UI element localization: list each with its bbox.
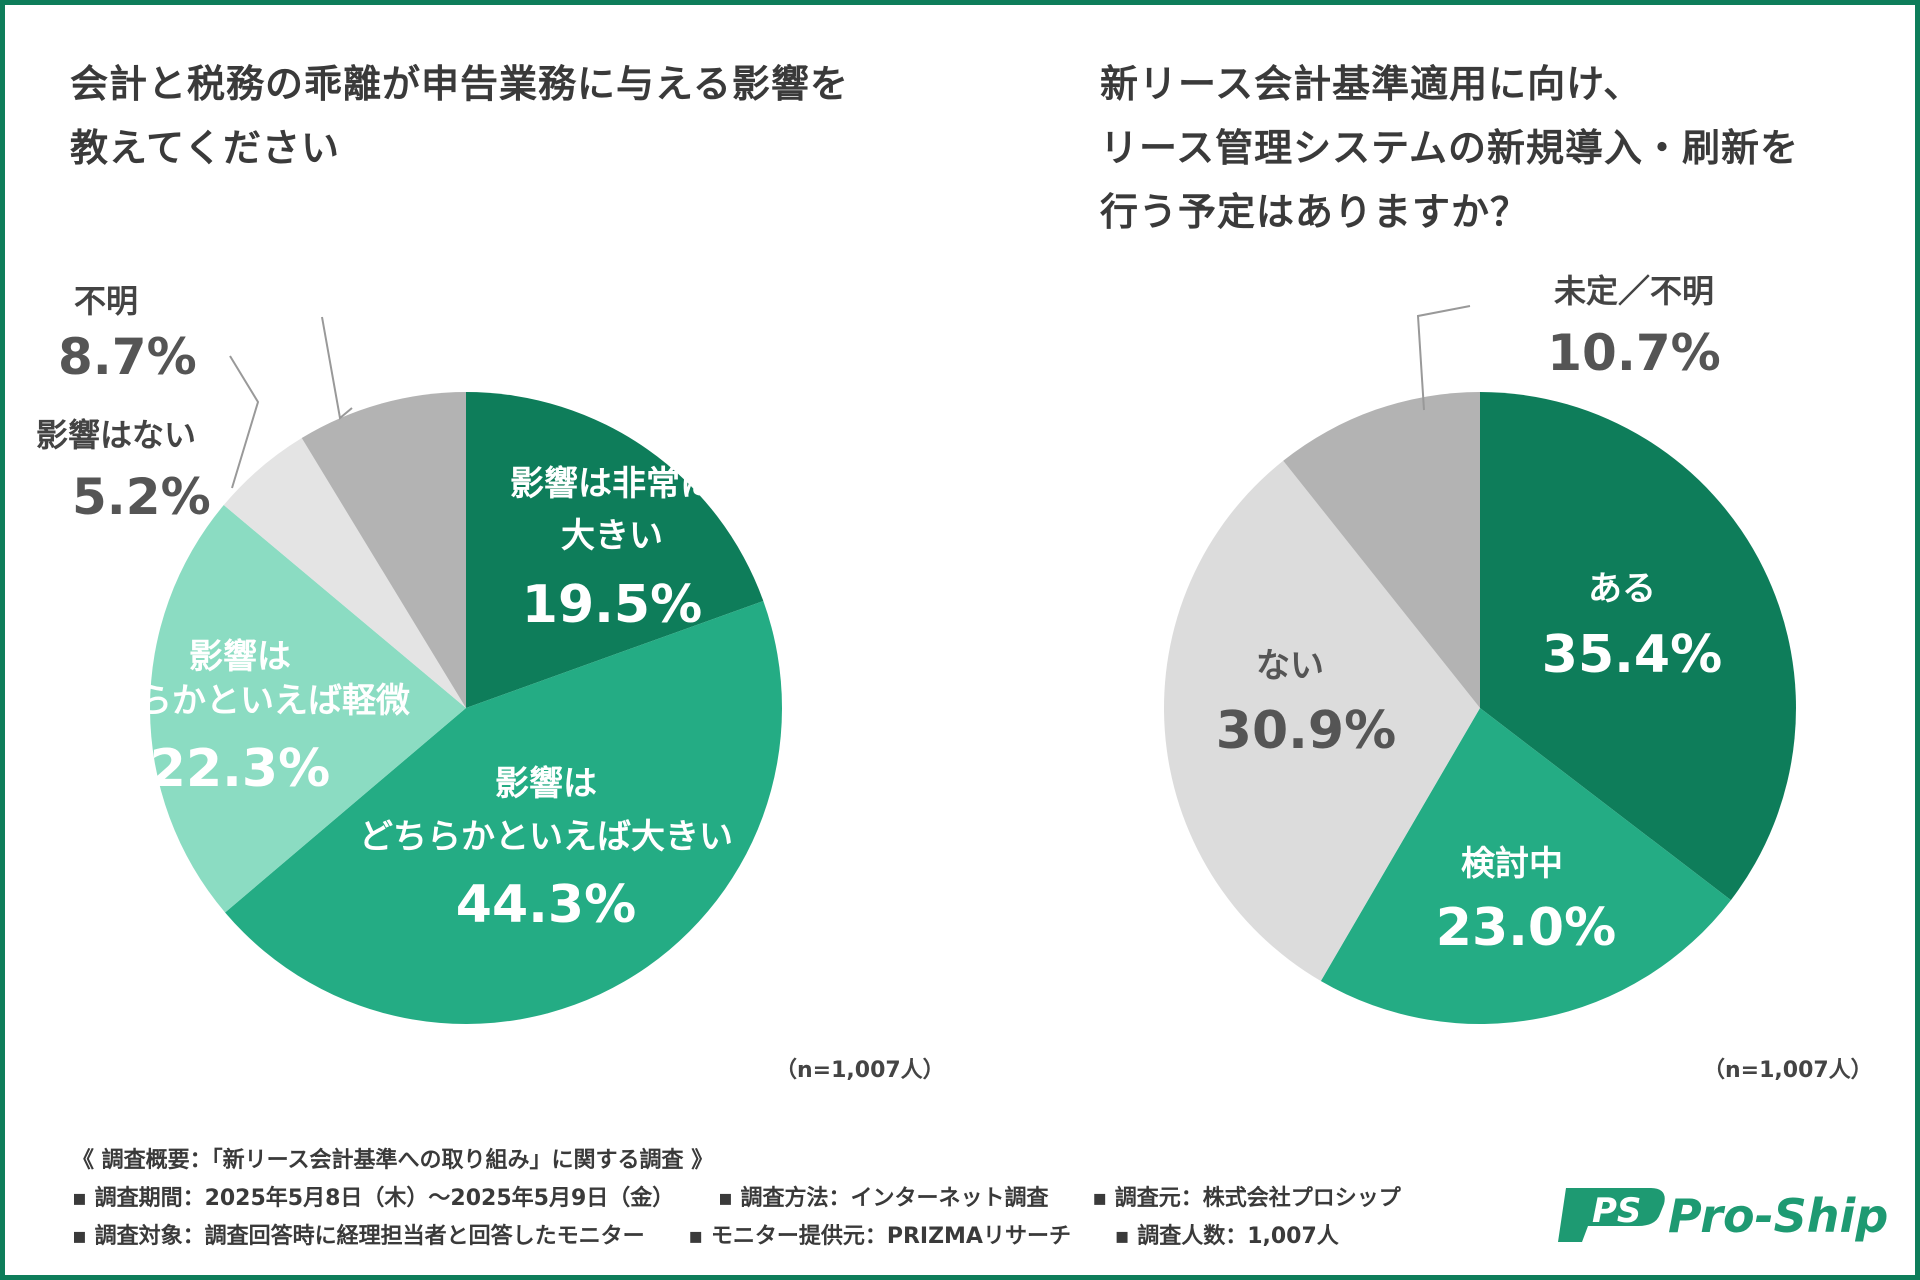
slice-label-somewhat-large: 影響は どちらかといえば大きい 44.3%: [359, 764, 733, 935]
slice-label-somewhat-minor: 影響は どちらかといえば軽微 22.3%: [70, 637, 410, 799]
left-chart-title: 会計と税務の乖離が申告業務に与える影響を 教えてください: [70, 52, 930, 180]
left-pie-slice-3: [150, 505, 466, 913]
slice-value-label: 23.0%: [1436, 898, 1616, 958]
right-pie-slice-1: [1480, 392, 1796, 901]
survey-target: ▪ 調査対象：調査回答時に経理担当者と回答したモニター: [72, 1224, 645, 1249]
slice-name: ない: [1256, 646, 1324, 686]
slice-name: 影響は: [495, 764, 597, 804]
survey-count: ▪ 調査人数：1,007人: [1114, 1224, 1339, 1249]
slice-value-label: 10.7%: [1547, 324, 1720, 382]
slice-label-yes: ある 35.4%: [1542, 569, 1722, 685]
left-title-line: 会計と税務の乖離が申告業務に与える影響を: [70, 62, 849, 106]
right-pie-slice-4: [1283, 392, 1480, 708]
left-sample-size: （n=1,007人）: [775, 1058, 945, 1083]
leader-line-unknown: [321, 316, 353, 420]
survey-summary-row: ▪ 調査対象：調査回答時に経理担当者と回答したモニター ▪ モニター提供元：PR…: [72, 1218, 1437, 1256]
slice-name: ある: [1588, 569, 1656, 609]
left-pie-slice-2: [225, 600, 782, 1024]
right-title-line: 行う予定はありますか？: [1100, 190, 1530, 234]
survey-summary: 《 調査概要：「新リース会計基準への取り組み」に関する調査 》 ▪ 調査期間：2…: [72, 1142, 1437, 1256]
logo-mark-shape: [1558, 1188, 1665, 1242]
survey-summary-row: ▪ 調査期間：2025年5月8日（木）〜2025年5月9日（金） ▪ 調査方法：…: [72, 1180, 1437, 1218]
survey-source: ▪ 調査元：株式会社プロシップ: [1092, 1186, 1401, 1211]
slice-value-label: 19.5%: [522, 575, 702, 635]
slice-name: 影響は非常に: [510, 464, 714, 504]
right-title-line: リース管理システムの新規導入・刷新を: [1100, 126, 1799, 170]
logo-mark-text: PS: [1592, 1191, 1641, 1231]
left-pie-chart: [150, 392, 782, 1024]
monitor-provider: ▪ モニター提供元：PRIZMAリサーチ: [688, 1224, 1071, 1249]
slice-name: 検討中: [1461, 844, 1563, 884]
slice-value-label: 22.3%: [150, 739, 330, 799]
slice-name: 未定／不明: [1554, 272, 1714, 310]
right-pie-chart: [1163, 392, 1796, 1024]
slice-value-label: 30.9%: [1216, 701, 1396, 761]
right-title-line: 新リース会計基準適用に向け、: [1100, 62, 1643, 106]
right-pie-slice-3: [1163, 460, 1480, 981]
external-label-undecided: 未定／不明 10.7%: [1547, 272, 1720, 382]
survey-summary-heading: 《 調査概要：「新リース会計基準への取り組み」に関する調査 》: [72, 1148, 714, 1173]
leader-line-no-impact: [229, 355, 260, 489]
survey-period: ▪ 調査期間：2025年5月8日（木）〜2025年5月9日（金）: [72, 1186, 675, 1211]
pro-ship-logo: PS Pro-Ship: [1558, 1188, 1888, 1243]
slice-label-considering: 検討中 23.0%: [1436, 844, 1616, 958]
slice-name: どちらかといえば軽微: [70, 681, 410, 721]
leader-line-undecided: [1416, 305, 1471, 411]
right-pie-slice-2: [1320, 708, 1731, 1024]
slice-name: 不明: [74, 282, 138, 320]
logo-wordmark: Pro-Ship: [1668, 1189, 1888, 1243]
right-sample-size: （n=1,007人）: [1703, 1058, 1873, 1083]
right-chart-title: 新リース会計基準適用に向け、 リース管理システムの新規導入・刷新を 行う予定はあ…: [1100, 52, 1900, 244]
slice-name: 影響は: [189, 637, 291, 677]
slice-name: どちらかといえば大きい: [359, 817, 733, 857]
slice-name: 影響はない: [36, 416, 196, 454]
survey-method: ▪ 調査方法：インターネット調査: [717, 1186, 1049, 1211]
slice-value-label: 5.2%: [72, 468, 211, 526]
external-label-unknown: 不明 8.7%: [58, 282, 197, 386]
slice-name: 大きい: [561, 516, 663, 556]
slice-value-label: 8.7%: [58, 328, 197, 386]
slice-value-label: 44.3%: [456, 875, 636, 935]
slice-label-very-large: 影響は非常に 大きい 19.5%: [510, 464, 714, 635]
slice-label-no: ない 30.9%: [1216, 646, 1396, 761]
left-pie-slice-1: [466, 392, 764, 708]
left-pie-slice-4: [223, 438, 466, 708]
left-pie-slice-5: [301, 392, 466, 708]
left-title-line: 教えてください: [70, 126, 340, 170]
slice-value-label: 35.4%: [1542, 625, 1722, 685]
external-label-no-impact: 影響はない 5.2%: [36, 416, 211, 526]
